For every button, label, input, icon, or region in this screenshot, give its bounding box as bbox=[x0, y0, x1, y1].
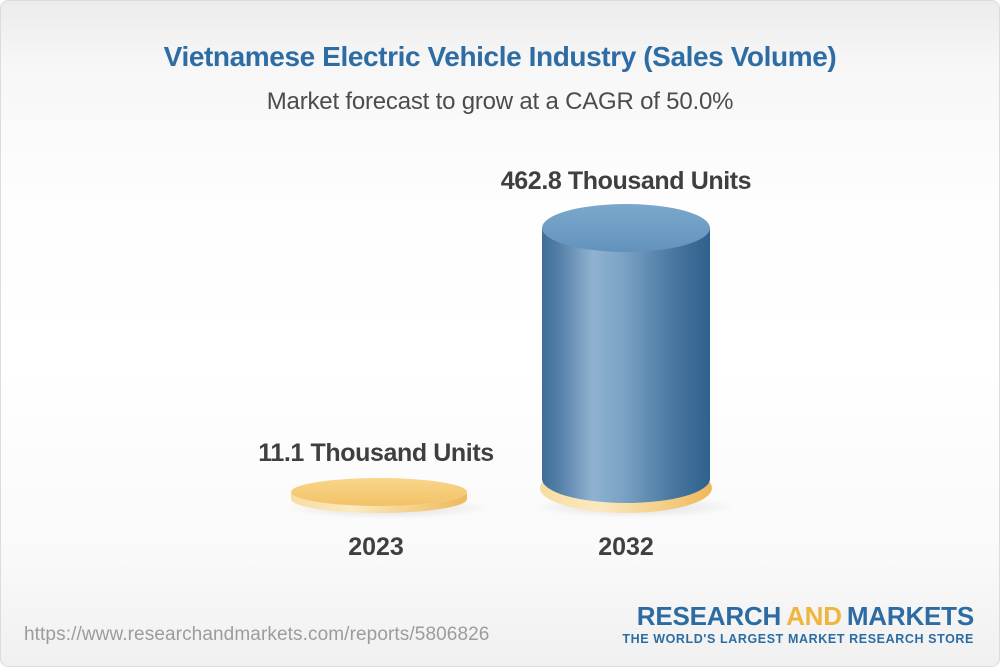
chart-title: Vietnamese Electric Vehicle Industry (Sa… bbox=[163, 41, 837, 72]
research-and-markets-logo: RESEARCH AND MARKETS THE WORLD'S LARGEST M… bbox=[622, 602, 974, 646]
logo-word-research: RESEARCH bbox=[636, 601, 782, 631]
value-label-2023: 11.1 Thousand Units bbox=[258, 439, 494, 467]
logo-word-markets: MARKETS bbox=[846, 601, 974, 631]
category-label-2023: 2023 bbox=[348, 533, 404, 561]
bar-2032-cylinder bbox=[532, 204, 736, 518]
logo-tagline: THE WORLD'S LARGEST MARKET RESEARCH STOR… bbox=[622, 631, 974, 646]
value-label-2032: 462.8 Thousand Units bbox=[500, 167, 752, 195]
cylinder-2032-top bbox=[542, 204, 710, 252]
source-url: https://www.researchandmarkets.com/repor… bbox=[24, 624, 490, 645]
logo-wordmark: RESEARCH AND MARKETS bbox=[622, 602, 974, 631]
bar-2023-disk bbox=[286, 478, 490, 519]
disk-2023-side bbox=[291, 492, 467, 513]
category-label-2032: 2032 bbox=[598, 533, 654, 561]
chart-subtitle: Market forecast to grow at a CAGR of 50.… bbox=[266, 88, 734, 115]
logo-word-and: AND bbox=[786, 601, 842, 631]
cylinder-2032-body bbox=[542, 228, 710, 503]
disk-2023-top bbox=[291, 478, 467, 506]
